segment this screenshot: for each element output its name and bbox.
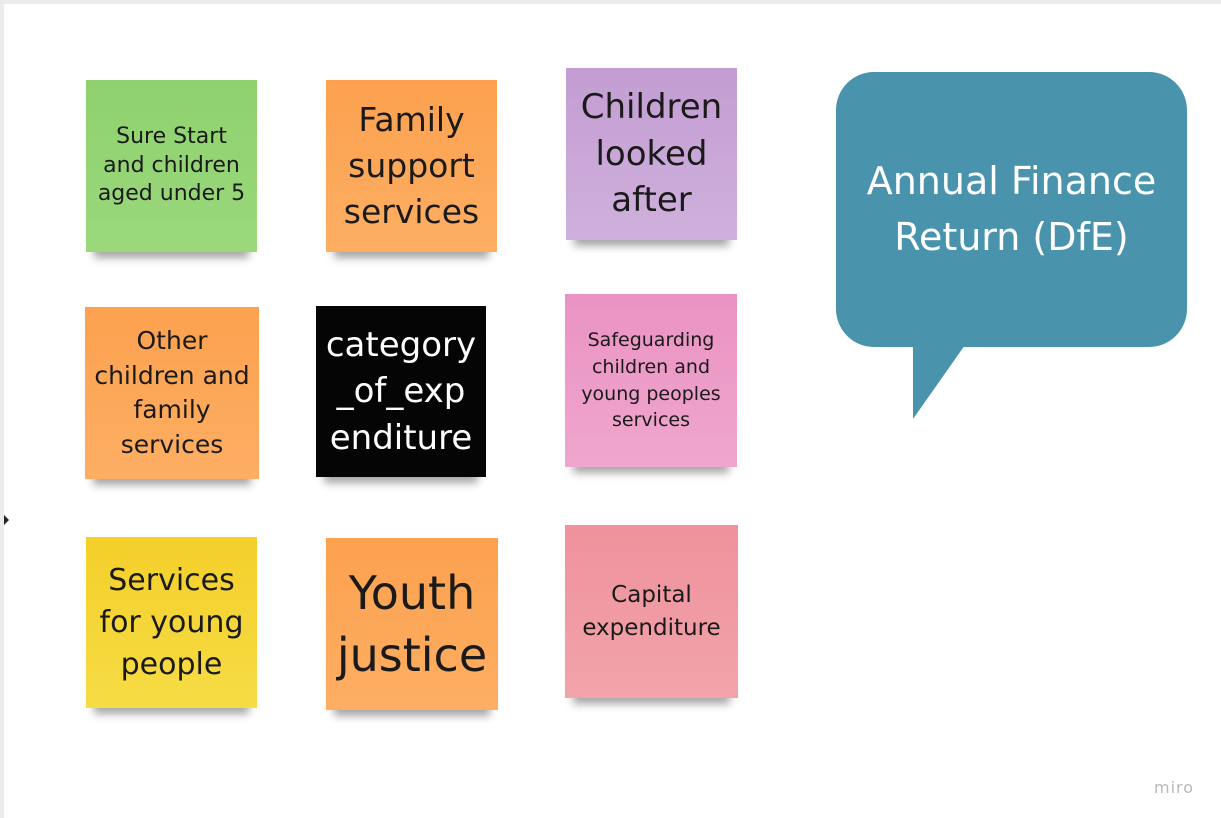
sticky-note-text: Capital expenditure [582, 581, 721, 641]
speech-bubble-annual-finance-return[interactable]: Annual Finance Return (DfE) [836, 72, 1187, 347]
sticky-note-text: Other children and family services [94, 326, 250, 459]
sticky-note-other-children-family[interactable]: Other children and family services [85, 307, 259, 479]
sticky-note-text: Sure Start and children aged under 5 [97, 124, 246, 207]
cursor-arrow-icon [4, 515, 9, 525]
sticky-note-safeguarding[interactable]: Safeguarding children and young peoples … [565, 294, 737, 467]
sticky-note-text: Youth justice [336, 565, 488, 682]
sticky-note-sure-start[interactable]: Sure Start and children aged under 5 [86, 80, 257, 252]
sticky-note-text: category_of_exp enditure [325, 325, 477, 458]
sticky-note-text: Children looked after [580, 86, 723, 221]
sticky-note-capital-expenditure[interactable]: Capital expenditure [565, 525, 738, 698]
sticky-note-children-looked-after[interactable]: Children looked after [566, 68, 737, 240]
speech-bubble-text: Annual Finance Return (DfE) [866, 159, 1157, 259]
sticky-note-text: Family support services [343, 99, 480, 232]
miro-logo: miro [1154, 778, 1195, 797]
sticky-note-text: Services for young people [99, 562, 244, 682]
sticky-note-family-support[interactable]: Family support services [326, 80, 497, 252]
sticky-note-youth-justice[interactable]: Youth justice [326, 538, 498, 710]
speech-bubble-tail [913, 345, 965, 419]
sticky-note-category-of-expenditure[interactable]: category_of_exp enditure [316, 306, 486, 477]
sticky-note-text: Safeguarding children and young peoples … [581, 328, 721, 432]
sticky-note-services-young-people[interactable]: Services for young people [86, 537, 257, 708]
